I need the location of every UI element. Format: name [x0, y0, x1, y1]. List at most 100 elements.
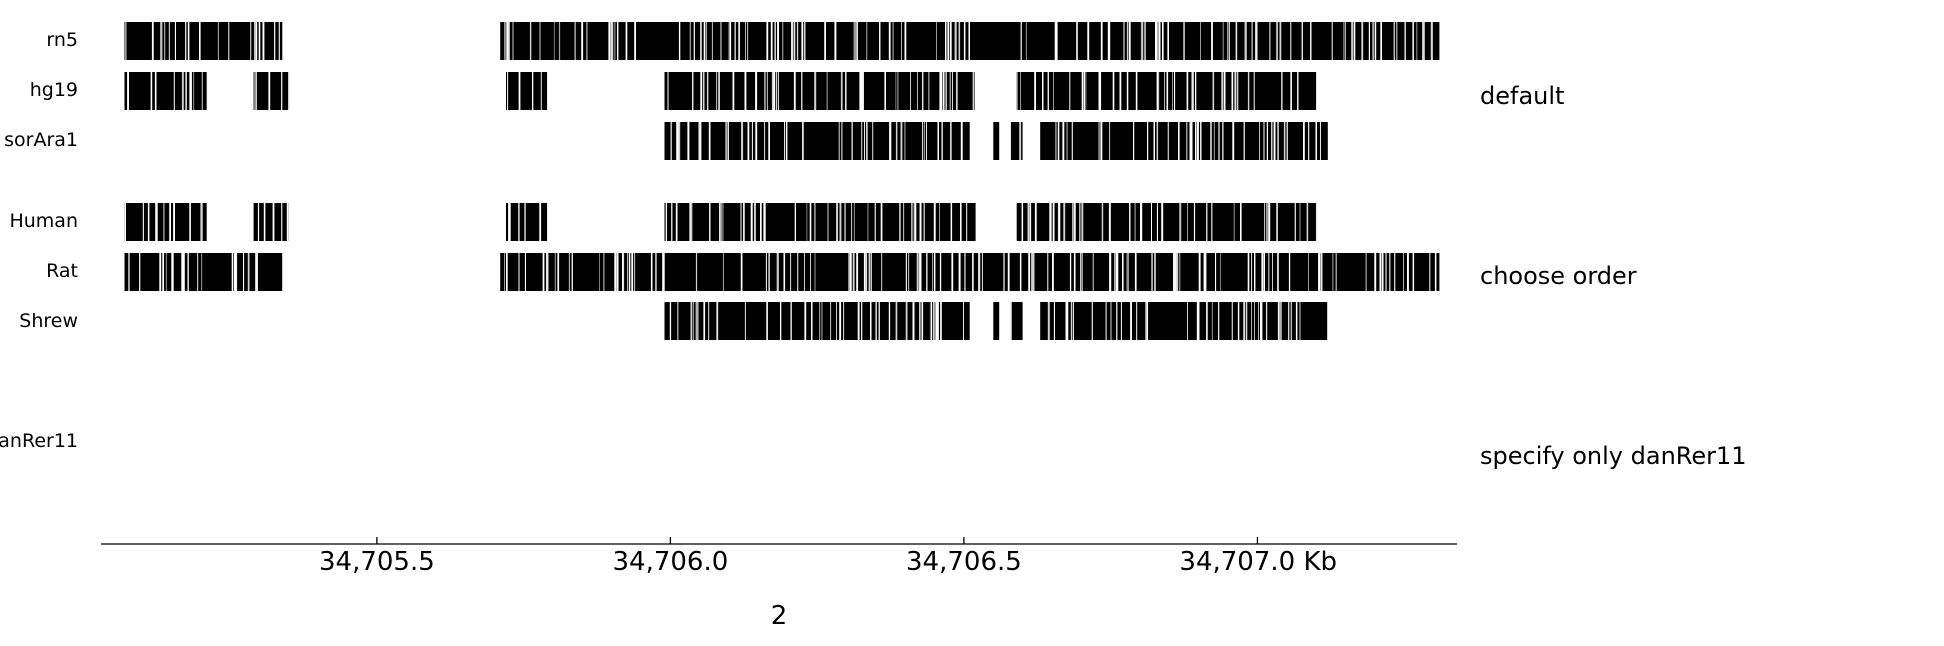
alignment-gap — [1146, 302, 1148, 340]
alignment-gap — [1156, 122, 1159, 160]
track-human — [124, 203, 1317, 241]
alignment-gap — [1123, 22, 1125, 60]
alignment-gap — [703, 72, 705, 110]
alignment-gap — [770, 22, 773, 60]
alignment-gap — [809, 203, 812, 241]
alignment-gap — [1100, 122, 1103, 160]
alignment-gap — [861, 302, 863, 340]
alignment-gap — [1308, 253, 1309, 291]
alignment-gap — [791, 22, 793, 60]
alignment-block — [1016, 203, 1317, 241]
alignment-gap — [755, 72, 758, 110]
alignment-gap — [1263, 122, 1265, 160]
alignment-gap — [518, 72, 521, 110]
alignment-gap — [934, 253, 936, 291]
alignment-gap — [507, 72, 509, 110]
alignment-gap — [1179, 203, 1181, 241]
alignment-gap — [725, 122, 727, 160]
alignment-gap — [773, 72, 776, 110]
alignment-gap — [1331, 22, 1333, 60]
alignment-gap — [678, 122, 681, 160]
alignment-gap — [766, 302, 768, 340]
alignment-gap — [1211, 22, 1213, 60]
x-tick-label: 34,706.0 — [613, 547, 729, 577]
alignment-gap — [861, 122, 863, 160]
alignment-gap — [1271, 122, 1273, 160]
alignment-gap — [623, 253, 625, 291]
alignment-gap — [793, 22, 795, 60]
track-shrew — [664, 302, 1329, 340]
alignment-gap — [263, 203, 266, 241]
alignment-gap — [1052, 253, 1054, 291]
alignment-gap — [709, 203, 711, 241]
alignment-gap — [768, 122, 770, 160]
alignment-gap — [801, 72, 803, 110]
alignment-gap — [187, 253, 189, 291]
alignment-gap — [1183, 22, 1185, 60]
alignment-gap — [574, 22, 576, 60]
alignment-gap — [547, 253, 549, 291]
alignment-gap — [274, 22, 276, 60]
alignment-gap — [1251, 22, 1253, 60]
alignment-gap — [1134, 203, 1136, 241]
alignment-gap — [189, 72, 191, 110]
alignment-gap — [919, 203, 922, 241]
alignment-gap — [964, 253, 966, 291]
track-hg19 — [124, 72, 1317, 110]
alignment-gap — [875, 302, 877, 340]
alignment-gap — [228, 22, 230, 60]
alignment-gap — [1109, 122, 1111, 160]
alignment-gap — [247, 253, 250, 291]
alignment-gap — [866, 122, 868, 160]
alignment-gap — [1301, 22, 1303, 60]
alignment-gap — [617, 22, 619, 60]
alignment-gap — [695, 302, 697, 340]
alignment-gap — [740, 253, 743, 291]
alignment-gap — [1195, 72, 1197, 110]
alignment-gap — [880, 203, 883, 241]
alignment-gap — [872, 122, 874, 160]
alignment-gap — [1032, 253, 1035, 291]
alignment-gap — [814, 253, 816, 291]
alignment-gap — [747, 22, 749, 60]
alignment-gap — [677, 302, 679, 340]
alignment-gap — [924, 122, 925, 160]
alignment-gap — [268, 72, 271, 110]
alignment-gap — [908, 253, 910, 291]
alignment-gap — [857, 302, 860, 340]
alignment-gap — [1212, 72, 1215, 110]
alignment-gap — [1277, 122, 1279, 160]
alignment-gap — [1156, 22, 1158, 60]
alignment-gap — [529, 22, 532, 60]
track-label-danrer11: danRer11 — [0, 430, 78, 452]
alignment-gap — [856, 253, 859, 291]
alignment-gap — [780, 302, 782, 340]
track-label-rat: Rat — [46, 260, 78, 282]
alignment-gap — [1187, 203, 1188, 241]
alignment-gap — [1062, 122, 1065, 160]
alignment-gap — [663, 253, 665, 291]
alignment-gap — [972, 72, 975, 110]
alignment-gap — [848, 253, 849, 291]
alignment-gap — [1092, 253, 1094, 291]
alignment-gap — [553, 22, 555, 60]
alignment-gap — [1416, 22, 1418, 60]
alignment-gap — [667, 72, 669, 110]
alignment-gap — [892, 22, 894, 60]
alignment-gap — [1047, 72, 1049, 110]
alignment-gap — [1057, 122, 1060, 160]
alignment-gap — [747, 122, 750, 160]
alignment-gap — [814, 72, 817, 110]
alignment-gap — [1394, 253, 1396, 291]
alignment-gap — [1193, 203, 1196, 241]
alignment-block — [1010, 302, 1023, 340]
alignment-gap — [151, 22, 154, 60]
alignment-gap — [506, 253, 508, 291]
alignment-gap — [1222, 22, 1224, 60]
alignment-gap — [189, 203, 191, 241]
alignment-gap — [744, 302, 746, 340]
alignment-gap — [1315, 122, 1317, 160]
alignment-gap — [1195, 122, 1197, 160]
alignment-gap — [1063, 203, 1066, 241]
alignment-gap — [1053, 302, 1055, 340]
